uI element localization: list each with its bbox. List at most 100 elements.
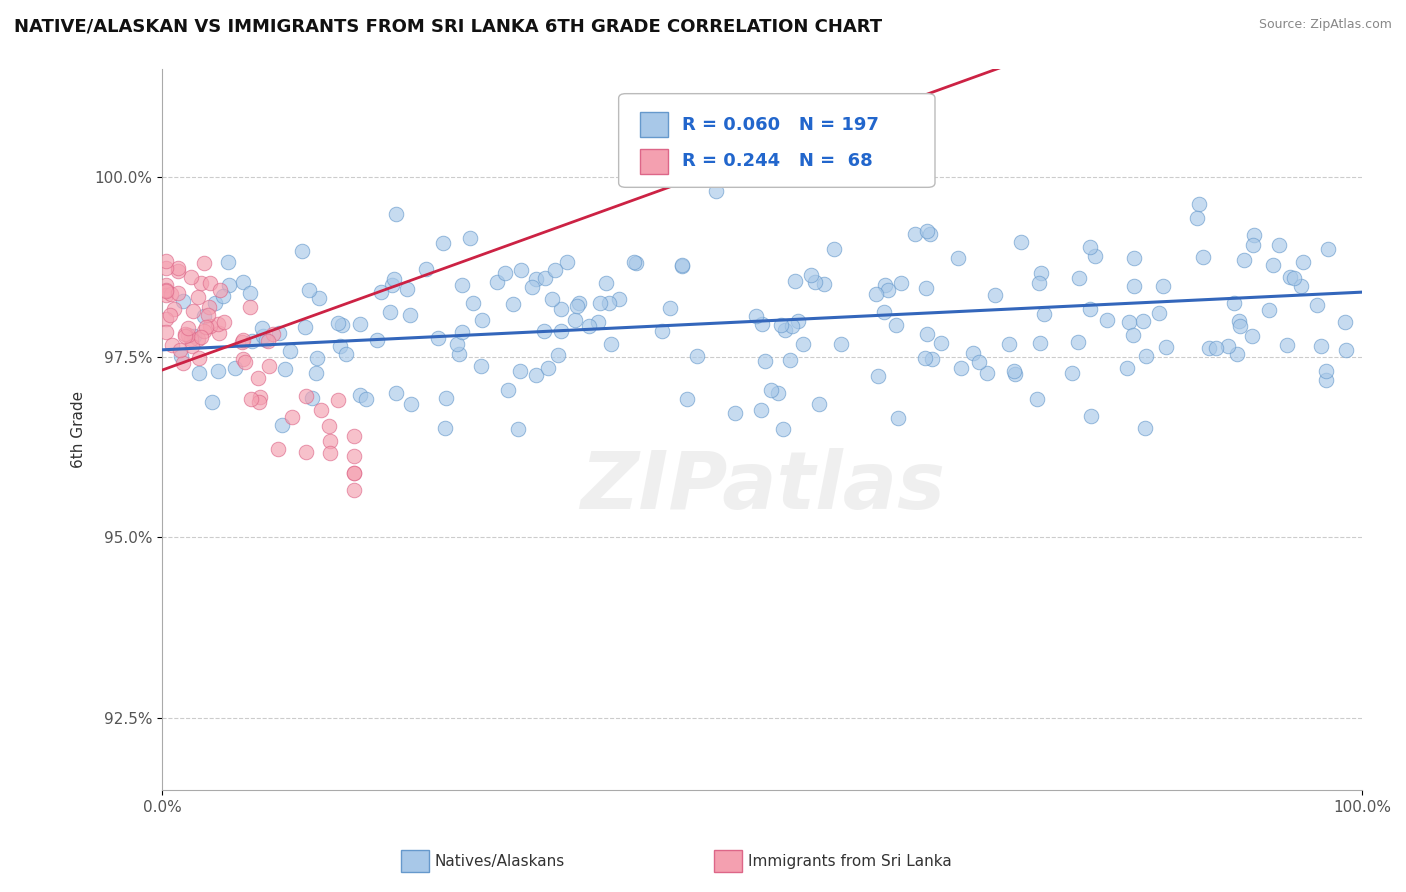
Point bbox=[354, 392, 377, 406]
Point bbox=[751, 318, 773, 332]
Point bbox=[343, 467, 366, 481]
Point bbox=[385, 386, 408, 401]
Point bbox=[415, 261, 437, 276]
Point bbox=[328, 393, 350, 408]
Text: Immigrants from Sri Lanka: Immigrants from Sri Lanka bbox=[748, 855, 952, 869]
Point bbox=[447, 347, 470, 361]
Point bbox=[257, 359, 280, 373]
Point bbox=[159, 308, 181, 322]
Point bbox=[183, 328, 205, 343]
Point bbox=[177, 328, 200, 343]
Point bbox=[785, 274, 807, 288]
Point bbox=[779, 353, 801, 368]
Point bbox=[1275, 338, 1298, 352]
Point bbox=[1028, 276, 1050, 290]
Point bbox=[211, 289, 233, 303]
Point bbox=[744, 309, 766, 323]
Point bbox=[508, 422, 530, 436]
Point bbox=[232, 333, 254, 347]
Point bbox=[298, 283, 321, 297]
Point bbox=[1123, 278, 1146, 293]
Point bbox=[1133, 420, 1156, 434]
Point bbox=[224, 361, 246, 376]
Point bbox=[1315, 364, 1337, 378]
Point bbox=[167, 261, 190, 276]
Point bbox=[1334, 315, 1357, 329]
Point bbox=[946, 251, 969, 265]
Point bbox=[396, 282, 419, 296]
Point bbox=[769, 318, 792, 332]
Point bbox=[929, 335, 952, 350]
Point bbox=[1243, 227, 1265, 242]
Point bbox=[172, 293, 194, 308]
Point bbox=[792, 336, 814, 351]
Point bbox=[1185, 211, 1208, 225]
Point bbox=[704, 185, 727, 199]
Point bbox=[267, 442, 290, 457]
Point bbox=[890, 276, 912, 290]
Point bbox=[568, 295, 591, 310]
Point bbox=[204, 296, 226, 310]
Point bbox=[217, 255, 239, 269]
Point bbox=[155, 283, 177, 297]
Point bbox=[595, 276, 617, 290]
Point bbox=[1095, 313, 1118, 327]
Point bbox=[1336, 343, 1358, 357]
Point bbox=[281, 409, 304, 424]
Text: ZIPatlas: ZIPatlas bbox=[579, 448, 945, 526]
Point bbox=[1229, 319, 1251, 334]
Point bbox=[1310, 339, 1333, 353]
Point bbox=[349, 318, 371, 332]
Point bbox=[385, 207, 408, 221]
Point bbox=[187, 290, 209, 304]
Point bbox=[319, 434, 342, 448]
Point bbox=[450, 278, 472, 293]
Point bbox=[541, 292, 564, 306]
Point bbox=[866, 369, 889, 384]
Point bbox=[865, 287, 887, 301]
Point bbox=[1080, 409, 1102, 423]
Point bbox=[257, 334, 280, 348]
Point bbox=[1291, 278, 1313, 293]
Point bbox=[1156, 340, 1178, 354]
Point bbox=[671, 259, 693, 273]
Point bbox=[169, 343, 191, 357]
Point bbox=[432, 235, 454, 250]
Point bbox=[598, 296, 620, 310]
Point bbox=[1010, 235, 1032, 250]
Point bbox=[155, 253, 177, 268]
Point bbox=[247, 395, 270, 409]
Point bbox=[155, 285, 177, 299]
Point bbox=[366, 333, 388, 347]
Point bbox=[349, 388, 371, 402]
Point bbox=[1067, 335, 1090, 350]
Point bbox=[198, 276, 221, 290]
Point bbox=[193, 309, 215, 323]
Point bbox=[1118, 315, 1140, 329]
Point bbox=[1227, 314, 1250, 328]
Point bbox=[1123, 251, 1146, 265]
Point bbox=[659, 301, 682, 315]
Point bbox=[295, 389, 318, 403]
Point bbox=[155, 312, 177, 326]
Point bbox=[877, 284, 900, 298]
Point bbox=[686, 349, 709, 363]
Point bbox=[295, 445, 318, 459]
Point bbox=[509, 363, 531, 377]
Point bbox=[813, 277, 835, 292]
Point bbox=[754, 353, 776, 368]
Point bbox=[197, 309, 219, 323]
Point bbox=[162, 337, 184, 351]
Point bbox=[578, 319, 600, 334]
Point bbox=[381, 278, 404, 293]
Point bbox=[485, 275, 508, 289]
Text: R = 0.244   N =  68: R = 0.244 N = 68 bbox=[682, 153, 873, 170]
Point bbox=[262, 327, 284, 342]
Point bbox=[450, 326, 472, 340]
Point bbox=[155, 277, 177, 292]
Point bbox=[446, 337, 468, 351]
Point bbox=[494, 266, 516, 280]
Point bbox=[496, 383, 519, 397]
Point bbox=[239, 392, 262, 407]
Point bbox=[166, 285, 188, 300]
